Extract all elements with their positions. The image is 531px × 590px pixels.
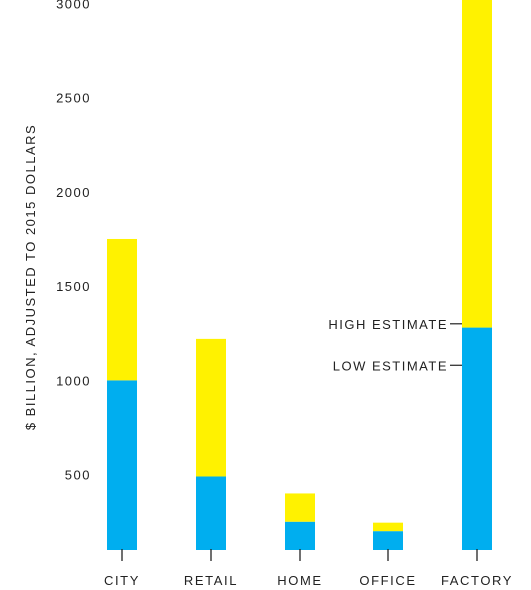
y-tick-label: 2500 <box>56 91 91 106</box>
annotations: HIGH ESTIMATE LOW ESTIMATE <box>328 317 462 373</box>
x-category-label: RETAIL <box>184 573 238 588</box>
annotation-label: LOW ESTIMATE <box>333 358 448 373</box>
x-category-label: HOME <box>277 573 322 588</box>
y-tick-label: 2000 <box>56 185 91 200</box>
bar-home-segment-1 <box>285 493 315 521</box>
bar-city-segment-0 <box>107 380 137 550</box>
y-tick-label: 1500 <box>56 279 91 294</box>
y-axis: 500 1000 1500 2000 2500 3000 <box>56 0 91 483</box>
bar-retail-segment-1 <box>196 339 226 477</box>
bar-city-segment-1 <box>107 239 137 380</box>
annotation-label: HIGH ESTIMATE <box>328 317 448 332</box>
y-tick-label: 3000 <box>56 0 91 11</box>
bar-home-segment-0 <box>285 522 315 550</box>
bar-factory-segment-1 <box>462 0 492 328</box>
x-category-label: CITY <box>104 573 140 588</box>
bars <box>107 0 492 550</box>
bar-office-segment-0 <box>373 531 403 550</box>
y-tick-label: 500 <box>65 468 91 483</box>
bar-office-segment-1 <box>373 523 403 531</box>
y-tick-label: 1000 <box>56 373 91 388</box>
bar-retail-segment-0 <box>196 476 226 550</box>
bar-factory-segment-0 <box>462 328 492 550</box>
x-category-label: OFFICE <box>359 573 416 588</box>
x-axis: CITY RETAIL HOME OFFICE FACTORY <box>104 549 513 588</box>
y-axis-title: $ BILLION, ADJUSTED TO 2015 DOLLARS <box>23 124 38 430</box>
x-category-label: FACTORY <box>441 573 513 588</box>
